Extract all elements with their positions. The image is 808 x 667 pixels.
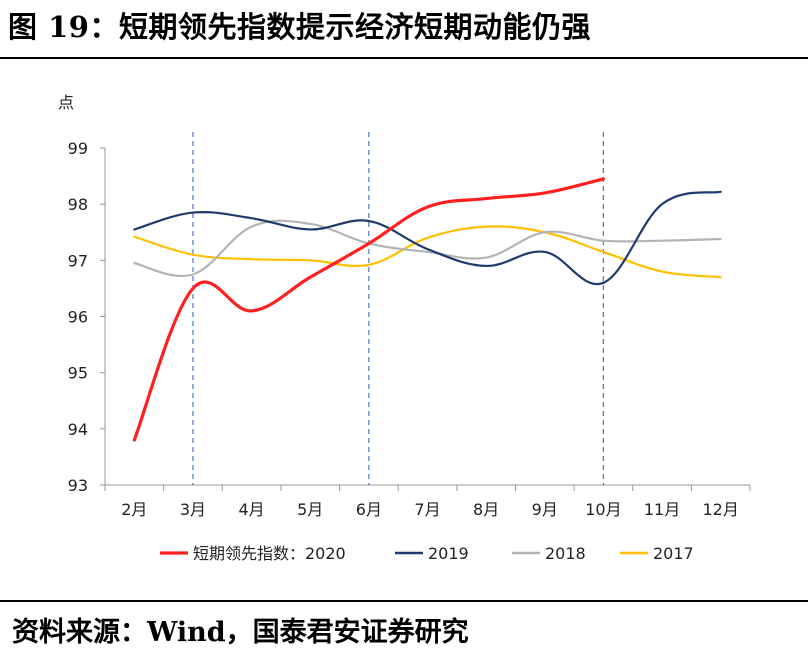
figure-title: 图 19：短期领先指数提示经济短期动能仍强 xyxy=(8,10,591,44)
legend-label: 2019 xyxy=(428,544,469,563)
x-tick-label: 12月 xyxy=(702,500,738,519)
y-tick-label: 95 xyxy=(68,364,88,383)
y-tick-label: 96 xyxy=(68,308,88,327)
y-tick-label: 99 xyxy=(68,139,88,158)
line-chart: 点 93 94 95 96 97 98 99 2月 3月 4月 5月 6月 7月 8月 9月 10月 11月 1… xyxy=(58,93,751,563)
series-line-2020 xyxy=(132,177,606,442)
source-note: 资料来源：Wind，国泰君安证券研究 xyxy=(12,617,469,648)
x-tick-label: 8月 xyxy=(473,500,499,519)
x-tick-label: 11月 xyxy=(644,500,680,519)
y-tick-label: 93 xyxy=(68,476,88,495)
y-tick-label: 97 xyxy=(68,251,88,270)
source-rule xyxy=(0,600,808,602)
title-rule xyxy=(0,57,808,59)
x-tick-label: 4月 xyxy=(238,500,264,519)
x-tick-label: 6月 xyxy=(356,500,382,519)
x-tick-label: 7月 xyxy=(414,500,440,519)
y-axis-unit-label: 点 xyxy=(58,93,74,112)
legend-label: 2017 xyxy=(653,544,694,563)
legend-label: 短期领先指数：2020 xyxy=(193,544,346,563)
legend-label: 2018 xyxy=(545,544,586,563)
series-line-2019 xyxy=(133,190,722,286)
y-tick-label: 94 xyxy=(68,420,88,439)
x-tick-label: 3月 xyxy=(180,500,206,519)
x-tick-label: 2月 xyxy=(121,500,147,519)
y-tick-label: 98 xyxy=(68,195,88,214)
x-tick-label: 5月 xyxy=(297,500,323,519)
series-line-2017 xyxy=(133,225,722,279)
x-tick-label: 9月 xyxy=(532,500,558,519)
x-tick-label: 10月 xyxy=(585,500,621,519)
series-line-2018 xyxy=(133,219,722,277)
